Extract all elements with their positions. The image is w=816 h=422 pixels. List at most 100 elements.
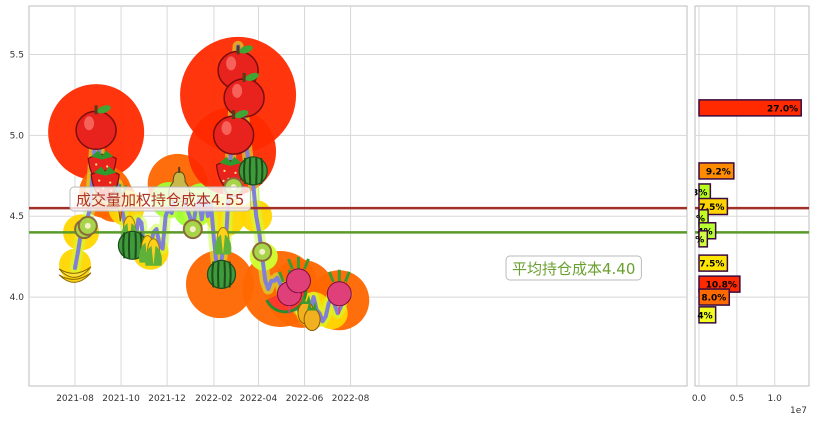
banana-body-2 [58, 272, 92, 283]
fruit-markers [58, 45, 352, 331]
volume-bar [698, 99, 802, 117]
radish-leaves [287, 256, 310, 270]
watermelon-body [206, 259, 237, 289]
apple-icon [212, 110, 255, 155]
volume-bar [698, 162, 735, 180]
side-x-tick-label: 1.0 [768, 394, 783, 404]
bar-percent-label: 27.0% [767, 104, 798, 114]
strawberry-leaves [219, 156, 242, 166]
radish-body [326, 281, 352, 307]
pear-stem [178, 166, 181, 173]
strawberry-seed [222, 179, 225, 182]
watermelon-stripe [243, 157, 247, 185]
axis-ticks: 2021-08 2021-10 2021-12 2022-02 2022-04 2022-… [10, 51, 807, 416]
x-tick-label: 2022-06 [286, 394, 324, 404]
strawberry-leaves [91, 150, 114, 160]
pineapple-body [303, 308, 321, 331]
volume-bar [698, 288, 731, 306]
strawberry-seed [234, 171, 237, 174]
kiwi-icon [182, 219, 203, 240]
apple-stem [242, 72, 246, 82]
bar-percent-label: 7.5% [699, 260, 724, 270]
watermelon-stripe [211, 261, 215, 288]
volume-bar [698, 306, 717, 324]
apple-leaf [245, 72, 259, 81]
side-x-tick-label: 0.0 [692, 394, 707, 404]
x-tick-label: 2022-02 [195, 394, 233, 404]
watermelon-stripe [228, 261, 232, 288]
cost-annotations: 成交量加权持仓成本4.55 平均持仓成本4.40 [69, 186, 642, 281]
radish-leaves [327, 269, 351, 283]
strawberry-seed [106, 165, 109, 168]
bar-percent-label: % [696, 214, 705, 224]
apple-stem [94, 105, 98, 115]
x-tick-label: 2021-08 [56, 394, 94, 404]
side-plot-area [694, 5, 810, 387]
apple-stem [232, 110, 236, 120]
strawberry-seed [223, 169, 226, 172]
cost-annotation-label: 平均持仓成本4.40 [512, 260, 635, 278]
strawberry-seed [95, 163, 98, 166]
apple-icon [75, 105, 117, 151]
side-x-tick-label: 0.5 [730, 394, 744, 404]
pineapple-icon [303, 301, 321, 331]
apple-body [75, 110, 117, 151]
strawberry-seed [109, 181, 112, 184]
corn-husk [214, 234, 232, 255]
apple-shine [221, 121, 232, 136]
banana-body [58, 266, 92, 278]
watermelon-icon [206, 259, 237, 289]
bar-percent-label: 4% [697, 311, 712, 321]
x-tick-label: 2022-04 [240, 394, 278, 404]
bar-percent-label: 7.5% [699, 203, 724, 213]
bar-percent-label: 8.0% [701, 294, 726, 304]
pineapple-crown [307, 301, 318, 311]
y-tick-label: 4.0 [10, 293, 25, 303]
y-tick-label: 5.5 [10, 51, 24, 61]
volume-bars: 27.0%9.2%3%7.5%%4%2%7.5%10.8%8.0%4% [689, 99, 802, 324]
cost-annotation-label: 成交量加权持仓成本4.55 [76, 191, 244, 209]
y-tick-label: 5.0 [10, 131, 25, 141]
apple-body [212, 115, 255, 155]
apple-leaf [239, 45, 253, 54]
watermelon-icon [117, 230, 147, 260]
kiwi-core [189, 226, 196, 233]
volume-bar [698, 230, 709, 248]
apple-shine [232, 83, 243, 98]
bar-percent-label: 10.8% [706, 281, 737, 291]
bar-percent-label: 2% [689, 235, 704, 245]
kiwi-icon [252, 241, 273, 262]
apple-shine [84, 116, 95, 131]
apple-leaf [234, 110, 249, 119]
kiwi-core [84, 222, 91, 229]
cost-annotation-box [505, 255, 642, 281]
corn-icon [214, 227, 232, 255]
y-tick-label: 4.5 [10, 212, 24, 222]
banana-icon [58, 266, 92, 283]
bar-percent-label: 9.2% [706, 167, 731, 177]
side-x-offset-label: 1e7 [790, 406, 807, 416]
bar-percent-label: 3% [692, 188, 707, 198]
x-tick-label: 2022-08 [332, 394, 370, 404]
kiwi-core [259, 248, 266, 255]
corn-icon [145, 238, 162, 266]
radish-body [286, 268, 311, 294]
watermelon-body [238, 156, 268, 186]
watermelon-icon [238, 156, 268, 186]
cost-annotation-box [69, 186, 251, 212]
watermelon-stripe [122, 232, 126, 259]
strawberry-leaves [94, 166, 117, 176]
x-tick-label: 2021-10 [102, 394, 140, 404]
x-tick-label: 2021-12 [148, 394, 186, 404]
corn-husk [145, 245, 162, 266]
radish-icon [286, 256, 311, 301]
volume-bar [698, 254, 729, 272]
apple-icon [223, 72, 265, 118]
radish-icon [326, 269, 352, 314]
apple-leaf [97, 105, 111, 114]
apple-shine [226, 56, 237, 71]
apple-stem [236, 45, 240, 55]
pineapple-crown [301, 295, 311, 304]
